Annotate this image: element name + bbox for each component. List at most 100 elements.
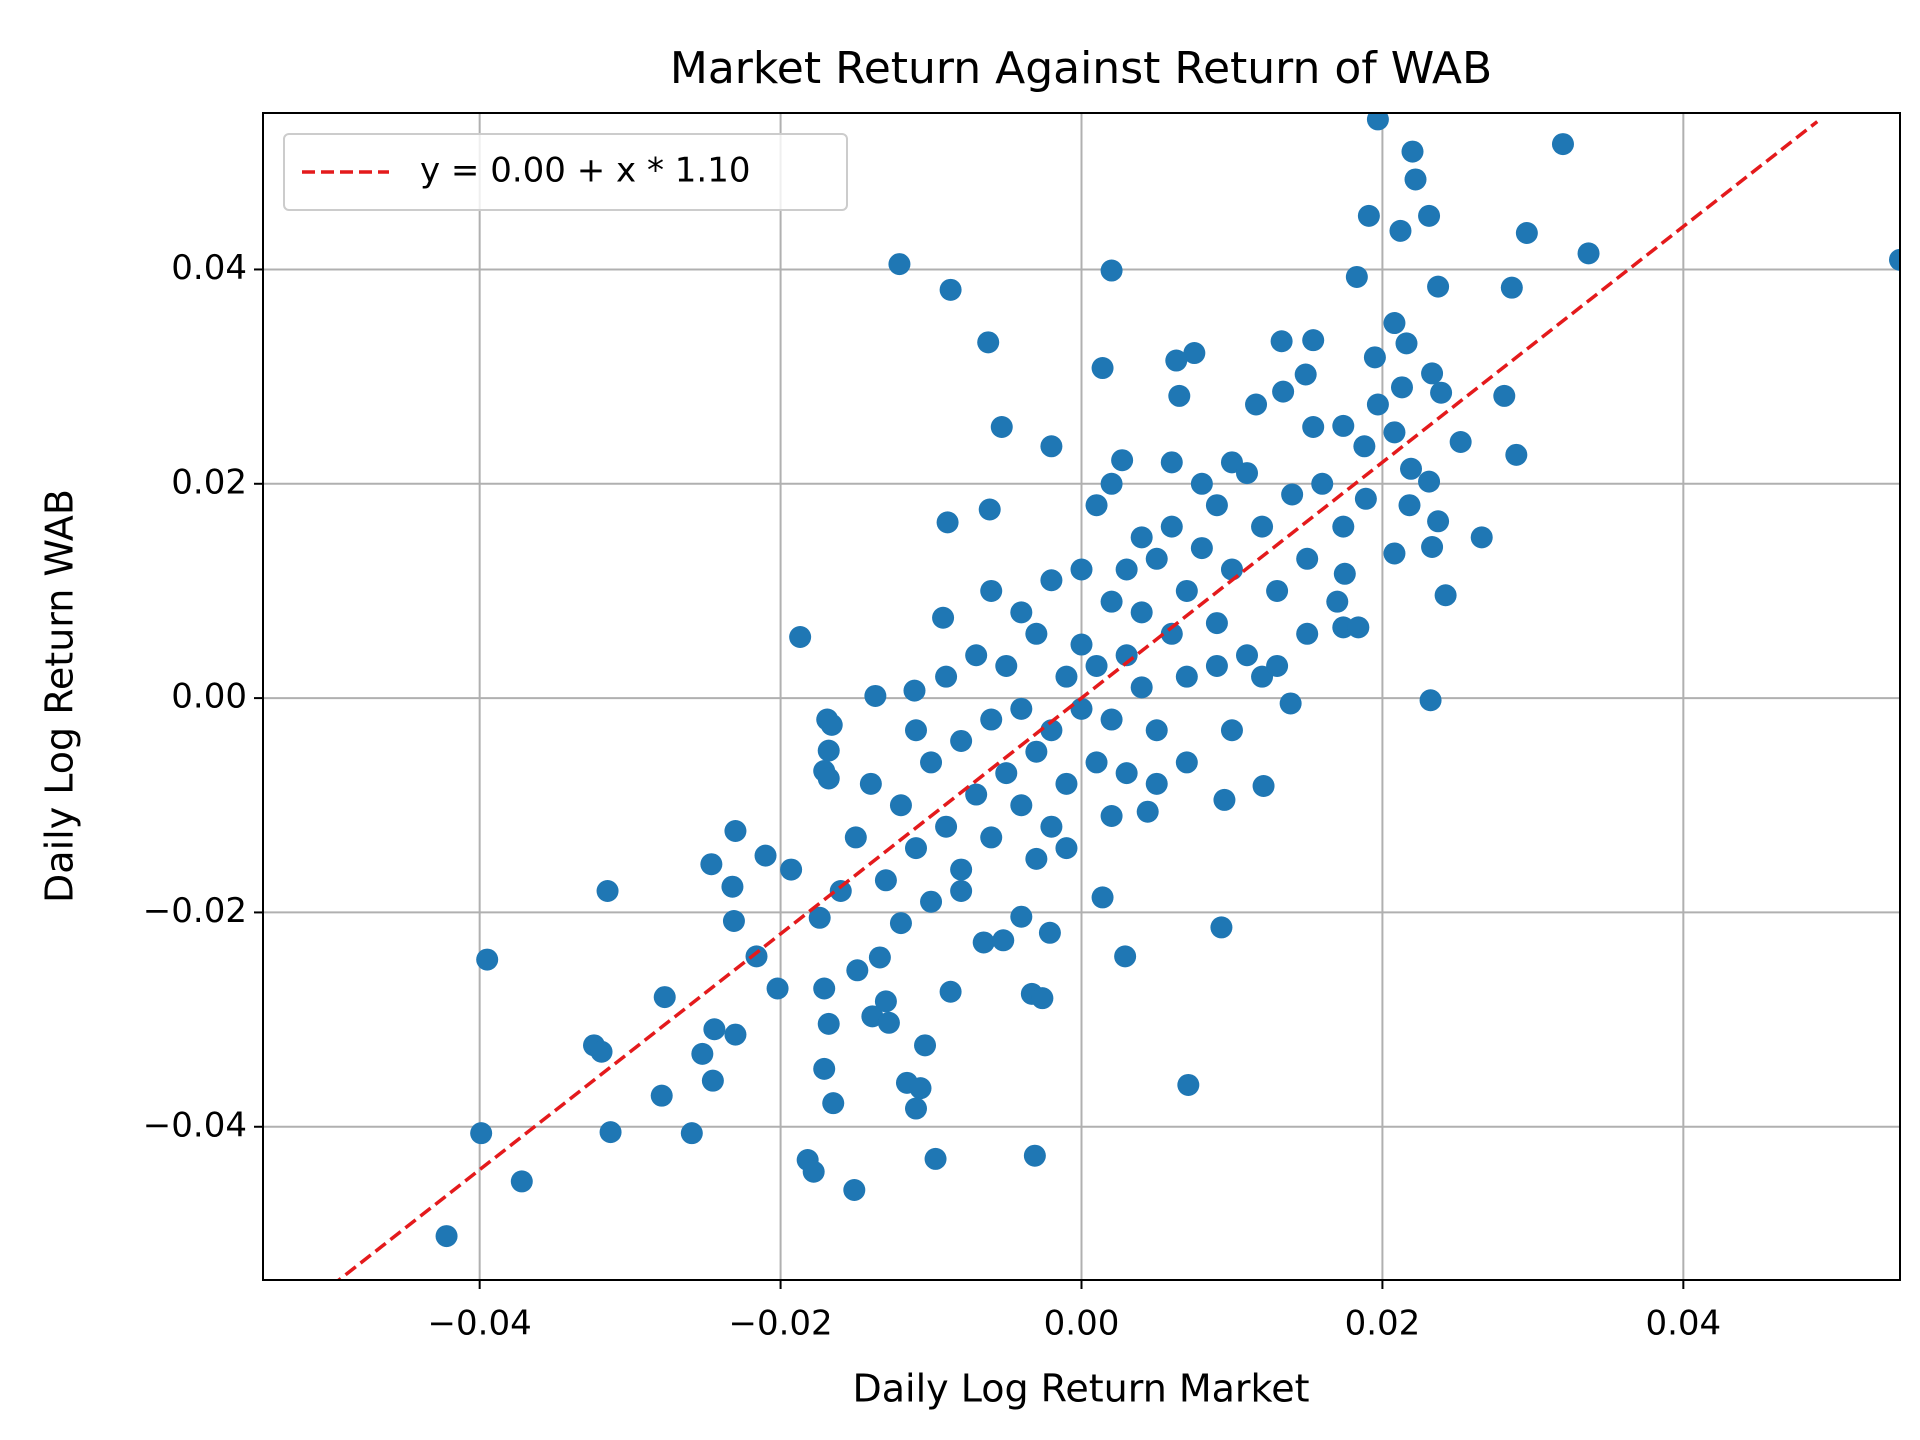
point (992, 929, 1015, 952)
point (435, 1225, 458, 1248)
point (1419, 689, 1442, 712)
point (909, 1077, 932, 1100)
point (1347, 616, 1370, 639)
point (1366, 113, 1389, 131)
point (1279, 692, 1302, 715)
point (1145, 772, 1168, 795)
point (1091, 357, 1114, 380)
point (1395, 332, 1418, 355)
y-tick-label: 0.00 (171, 677, 247, 717)
point (904, 1097, 927, 1120)
point (877, 1011, 900, 1034)
legend-box (283, 133, 848, 211)
point (980, 708, 1003, 731)
point (990, 415, 1013, 438)
y-tick-label: −0.04 (143, 1105, 247, 1145)
point (1205, 654, 1228, 677)
point (889, 794, 912, 817)
point (980, 826, 1003, 849)
point (1505, 443, 1528, 466)
point (599, 1121, 622, 1144)
point (1055, 772, 1078, 795)
point (650, 1084, 673, 1107)
point (724, 819, 747, 842)
point (822, 1092, 845, 1115)
point (722, 910, 745, 933)
point (950, 729, 973, 752)
y-axis-label: Daily Log Return WAB (38, 489, 82, 903)
point (1025, 622, 1048, 645)
point (653, 986, 676, 1009)
point (476, 948, 499, 971)
point (1245, 393, 1268, 416)
point (1213, 788, 1236, 811)
point (950, 880, 973, 902)
point (1236, 462, 1259, 485)
point (1190, 537, 1213, 560)
point (808, 906, 831, 929)
point (1010, 601, 1033, 624)
point (813, 977, 836, 1000)
point (965, 783, 988, 806)
point (995, 762, 1018, 785)
point (1040, 815, 1063, 838)
point (1281, 483, 1304, 506)
point (1577, 242, 1600, 265)
y-tick-label: 0.04 (171, 248, 247, 288)
point (1115, 644, 1138, 667)
point (1551, 133, 1574, 156)
point (1383, 421, 1406, 444)
point (1363, 346, 1386, 369)
point (1383, 312, 1406, 335)
point (1383, 542, 1406, 565)
point (1311, 472, 1334, 495)
point (1040, 435, 1063, 458)
point (920, 751, 943, 774)
point (1332, 616, 1355, 639)
x-tick-label: 0.00 (1044, 1304, 1120, 1344)
point (745, 945, 768, 968)
point (888, 253, 911, 276)
legend-label: y = 0.00 + x * 1.10 (420, 151, 750, 191)
point (680, 1122, 703, 1145)
point (1296, 547, 1319, 570)
point (903, 679, 926, 702)
point (1421, 362, 1444, 385)
point (510, 1170, 533, 1193)
point (1136, 800, 1159, 823)
point (861, 1005, 884, 1028)
point (1031, 987, 1054, 1010)
point (1434, 584, 1457, 607)
point (904, 837, 927, 860)
point (977, 331, 1000, 354)
point (1210, 916, 1233, 939)
chart-title: Market Return Against Return of WAB (670, 43, 1492, 94)
point (780, 858, 803, 881)
point (1401, 140, 1424, 163)
point (844, 826, 867, 849)
point (1025, 740, 1048, 763)
point (1252, 774, 1275, 797)
point (1130, 676, 1153, 699)
point (1114, 945, 1137, 968)
point (1115, 762, 1138, 785)
point (1404, 168, 1427, 191)
point (1266, 579, 1289, 602)
point (691, 1042, 714, 1065)
point (701, 1069, 724, 1092)
point (1421, 536, 1444, 559)
point (914, 1034, 937, 1057)
y-tick-label: 0.02 (171, 462, 247, 502)
point (995, 654, 1018, 677)
point (1272, 380, 1295, 403)
point (978, 498, 1001, 521)
point (1040, 719, 1063, 742)
point (1294, 363, 1317, 386)
point (1220, 558, 1243, 581)
point (1010, 697, 1033, 720)
point (939, 278, 962, 301)
point (1100, 708, 1123, 731)
point (1100, 590, 1123, 613)
grid (263, 113, 1900, 1280)
